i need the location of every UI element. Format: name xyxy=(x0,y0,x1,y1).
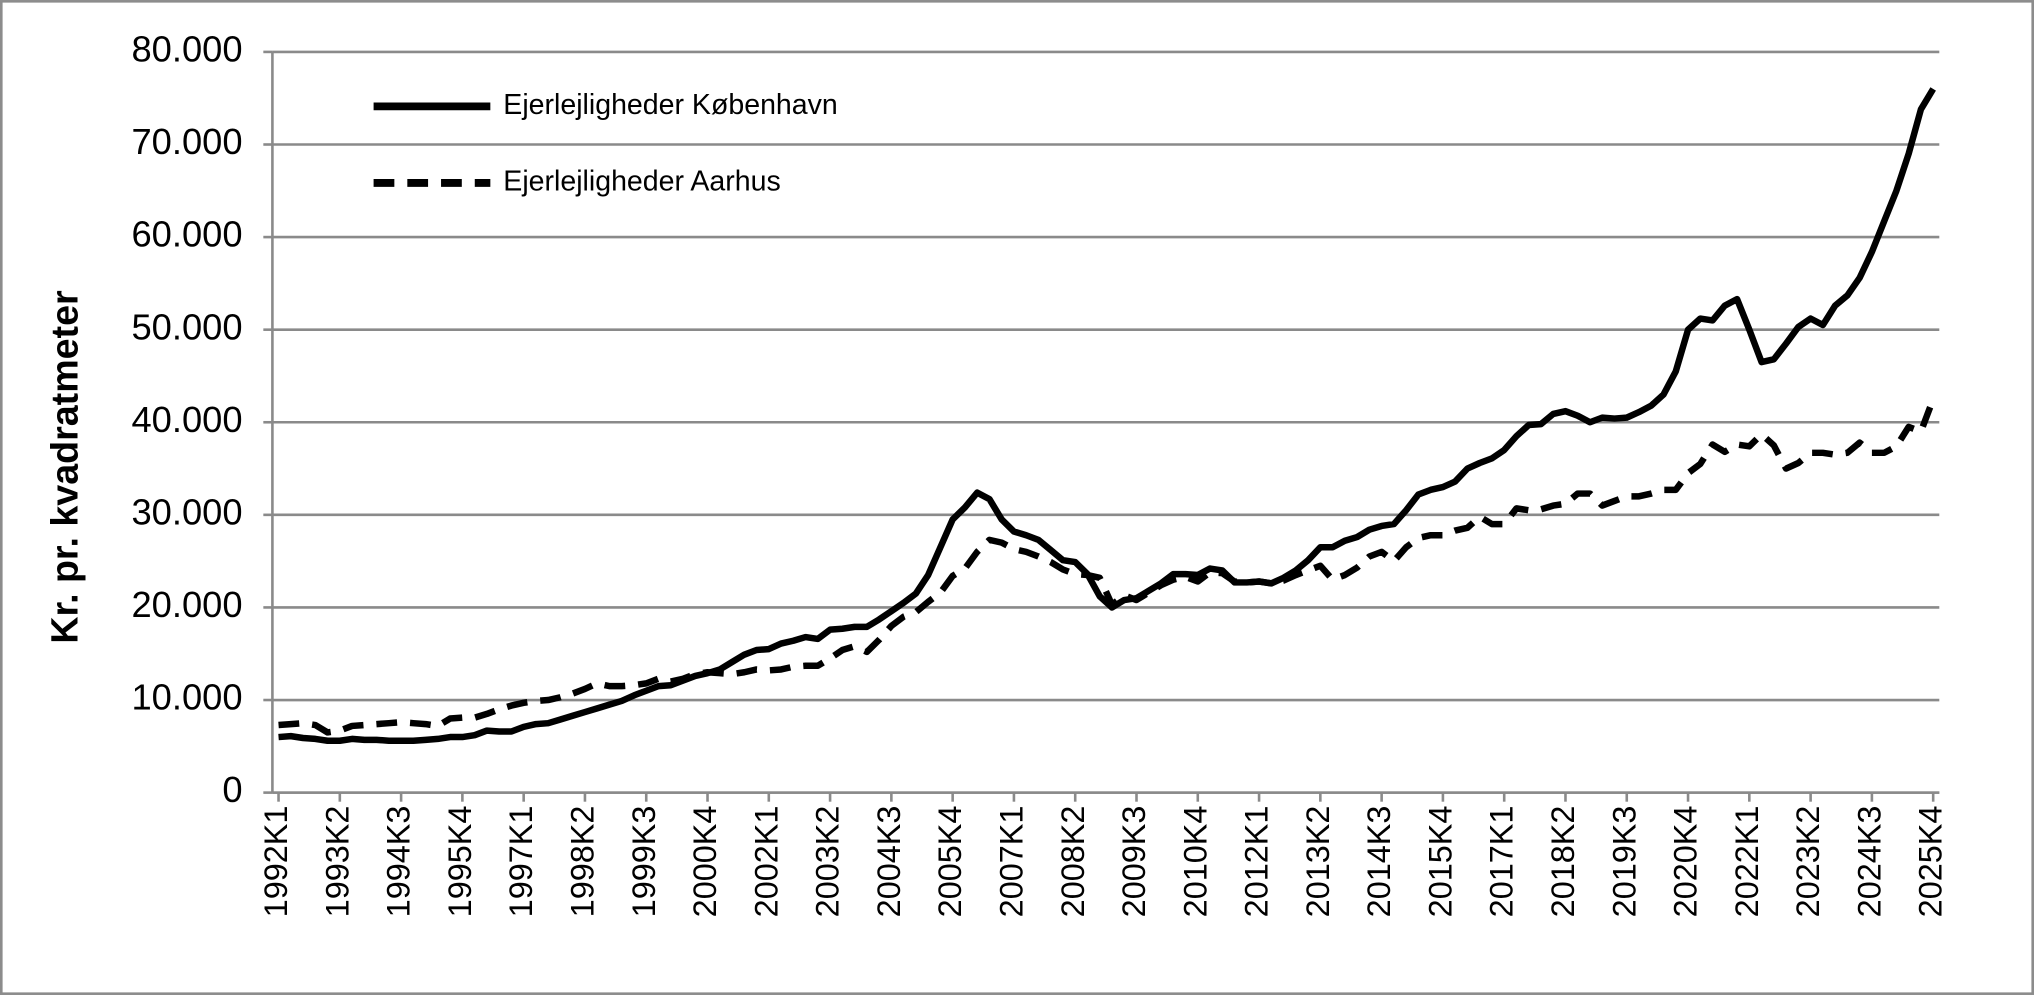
x-tick-label: 2015K4 xyxy=(1422,806,1458,918)
x-tick-label: 2013K2 xyxy=(1300,806,1336,918)
x-tick-label: 1999K3 xyxy=(626,806,662,918)
x-tick-label: 2005K4 xyxy=(932,806,968,918)
x-tick-label: 2004K3 xyxy=(871,806,907,918)
x-tick-label: 2003K2 xyxy=(810,806,846,918)
y-tick-label: 60.000 xyxy=(131,214,242,255)
legend-label: Ejerlejligheder København xyxy=(503,89,837,121)
x-tick-label: 2014K3 xyxy=(1361,806,1397,918)
x-tick-label: 2017K1 xyxy=(1484,806,1520,918)
x-tick-label: 2008K2 xyxy=(1055,806,1091,918)
x-tick-label: 2023K2 xyxy=(1790,806,1826,918)
y-tick-label: 20.000 xyxy=(131,584,242,625)
x-tick-label: 2009K3 xyxy=(1116,806,1152,918)
x-tick-label: 1998K2 xyxy=(565,806,601,918)
y-tick-label: 80.000 xyxy=(131,29,242,70)
y-tick-label: 0 xyxy=(222,769,242,810)
data-line xyxy=(278,397,1937,736)
data-line xyxy=(278,87,1936,745)
x-tick-label: 2022K1 xyxy=(1729,806,1765,918)
y-tick-label: 40.000 xyxy=(131,399,242,440)
y-axis-title: Kr. pr. kvadratmeter xyxy=(43,290,85,644)
x-tick-label: 2007K1 xyxy=(993,806,1029,918)
x-tick-label: 1995K4 xyxy=(442,806,478,918)
x-tick-label: 2002K1 xyxy=(748,806,784,918)
x-tick-label: 1994K3 xyxy=(381,806,417,918)
x-tick-label: 2025K4 xyxy=(1913,806,1949,918)
x-tick-label: 1997K1 xyxy=(503,806,539,918)
x-tick-label: 2019K3 xyxy=(1606,806,1642,918)
x-tick-label: 1993K2 xyxy=(319,806,355,918)
x-tick-label: 2024K3 xyxy=(1851,806,1887,918)
y-tick-label: 50.000 xyxy=(131,306,242,347)
legend-label: Ejerlejligheder Aarhus xyxy=(503,165,780,197)
y-tick-label: 10.000 xyxy=(131,677,242,718)
x-tick-label: 2000K4 xyxy=(687,806,723,918)
x-tick-label: 2010K4 xyxy=(1177,806,1213,918)
y-tick-label: 30.000 xyxy=(131,491,242,532)
x-tick-label: 2020K4 xyxy=(1668,806,1704,918)
x-tick-label: 2012K1 xyxy=(1239,806,1275,918)
x-tick-label: 1992K1 xyxy=(258,806,294,918)
x-tick-label: 2018K2 xyxy=(1545,806,1581,918)
y-tick-label: 70.000 xyxy=(131,121,242,162)
